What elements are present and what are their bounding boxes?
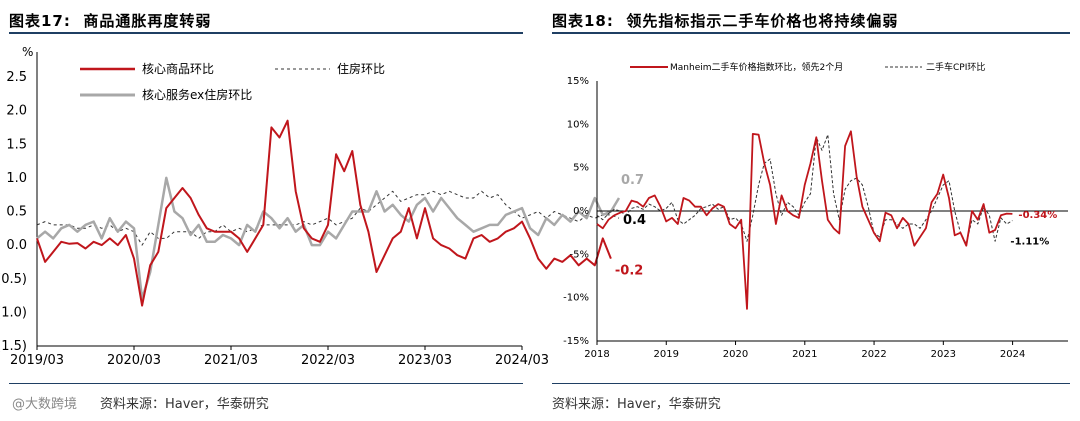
chart-2-y-tick-label: 0% (573, 206, 589, 217)
chart-2-legend-item-manheim: Manheim二手车价格指数环比，领先2个月 (630, 61, 843, 73)
panel-2-top-rule (552, 32, 1070, 34)
chart-2-x-tick-label: 2023 (931, 349, 956, 360)
panel-2-bottom-rule (552, 383, 1070, 384)
chart-2-end-labels: -0.34% -1.11% (1010, 210, 1057, 248)
chart-2-y-tick-label: 15% (567, 76, 589, 87)
chart-1-end-label-1: 0.4 (623, 213, 646, 228)
chart-2-x-tick-label: 2019 (654, 349, 679, 360)
chart-1-line-series-2 (36, 176, 621, 301)
chart-2-y-tick-label: -15% (563, 336, 589, 347)
chart-2-y-tick-label: 10% (567, 119, 589, 130)
panel-1-title: 图表17: 商品通胀再度转弱 (9, 10, 211, 31)
legend-label-core-goods: 核心商品环比 (142, 61, 214, 76)
chart-1-y-tick-label: (1.0) (0, 305, 27, 320)
chart-2-y-tick-label: 5% (573, 163, 589, 174)
chart-2-y-tick-label: -10% (563, 293, 589, 304)
chart-1-x-tick-label: 2021/03 (204, 353, 258, 368)
chart-1-end-labels: -0.2 0.4 0.7 (615, 173, 646, 279)
legend-label-used-car-cpi: 二手车CPI环比 (926, 61, 985, 73)
panel-2-title: 图表18: 领先指标指示二手车价格也将持续偏弱 (552, 10, 898, 31)
panel-1-watermark: @大数跨境 (12, 397, 78, 412)
chart-2-line-series-0 (596, 130, 1013, 310)
chart-1-legend: 核心商品环比 住房环比 核心服务ex住房环比 (80, 61, 385, 102)
panel-1-source: 资料来源：Haver，华泰研究 (100, 397, 269, 412)
chart-1-y-tick-label: 0.0 (6, 238, 27, 253)
chart-1-legend-item-housing: 住房环比 (275, 61, 385, 76)
chart-2-x-ticks: 2018 2019 2020 2021 2022 2023 2024 (584, 341, 1025, 360)
chart-1-y-tick-label: (1.5) (0, 339, 27, 354)
chart-2-legend-item-used-car-cpi: 二手车CPI环比 (885, 61, 985, 73)
panel-2-figure-label: 图表18: (552, 12, 614, 30)
chart-1-svg: % 2.5 2.0 1.5 1.0 0.5 0.0 (0.5) (1.0) (1.5) 2019… (0, 45, 646, 368)
chart-2-legend: Manheim二手车价格指数环比，领先2个月 二手车CPI环比 (630, 61, 985, 73)
chart-1-legend-item-core-goods: 核心商品环比 (80, 61, 214, 76)
chart-2-y-ticks: 15% 10% 5% 0% -5% -10% -15% (563, 76, 589, 347)
chart-2-svg: 15%10%5%0%-5%-10%-15% 2018 2019 2020 2021 20… (563, 61, 1068, 360)
chart-1-y-tick-label: 2.5 (6, 70, 27, 85)
chart-2-x-tick-label: 2018 (584, 349, 609, 360)
legend-label-housing: 住房环比 (337, 61, 385, 76)
chart-1-y-tick-label: 0.5 (6, 205, 27, 220)
chart-2-y-tick-label: -5% (570, 249, 589, 260)
chart-1-x-tick-label: 2020/03 (107, 353, 161, 368)
chart-2-line-series-1 (596, 134, 1013, 245)
chart-2-x-tick-label: 2021 (792, 349, 817, 360)
chart-2-x-tick-label: 2022 (861, 349, 886, 360)
chart-1-end-label-0: -0.2 (615, 264, 643, 279)
chart-1-y-ticks: 2.5 2.0 1.5 1.0 0.5 0.0 (0.5) (1.0) (1.5) (0, 70, 27, 354)
chart-1-line-series-0 (36, 119, 612, 307)
chart-2-end-label-1: -1.11% (1010, 237, 1049, 248)
panel-1-bottom-rule (9, 383, 523, 384)
panel-2-title-text: 领先指标指示二手车价格也将持续偏弱 (626, 12, 899, 30)
chart-2-series-lines (596, 130, 1013, 310)
chart-1-unit-label: % (22, 45, 33, 59)
chart-1-y-tick-label: (0.5) (0, 272, 27, 287)
panel-1-figure-label: 图表17: (9, 12, 71, 30)
panel-2-source: 资料来源：Haver，华泰研究 (552, 397, 721, 412)
chart-1-series-lines (36, 119, 621, 307)
chart-1-legend-item-core-services: 核心服务ex住房环比 (80, 87, 252, 102)
legend-label-manheim: Manheim二手车价格指数环比，领先2个月 (670, 61, 843, 73)
chart-1-x-tick-label: 2023/03 (398, 353, 452, 368)
legend-label-core-services: 核心服务ex住房环比 (142, 87, 252, 102)
chart-1-end-label-2: 0.7 (621, 173, 644, 188)
chart-2-x-tick-label: 2020 (723, 349, 748, 360)
chart-1-x-tick-label: 2019/03 (10, 353, 64, 368)
chart-1-y-tick-label: 1.5 (6, 137, 27, 152)
chart-1-x-tick-label: 2024/03 (495, 353, 549, 368)
chart-2-end-label-0: -0.34% (1018, 210, 1057, 221)
chart-1-y-tick-label: 1.0 (6, 171, 27, 186)
chart-1-x-ticks: 2019/03 2020/03 2021/03 2022/03 2023/03 2024/… (10, 346, 549, 368)
chart-2-x-tick-label: 2024 (1000, 349, 1025, 360)
panel-1-top-rule (9, 32, 523, 34)
chart-1-x-tick-label: 2022/03 (301, 353, 355, 368)
chart-1-y-tick-label: 2.0 (6, 104, 27, 119)
panel-1-title-text: 商品通胀再度转弱 (83, 12, 212, 30)
